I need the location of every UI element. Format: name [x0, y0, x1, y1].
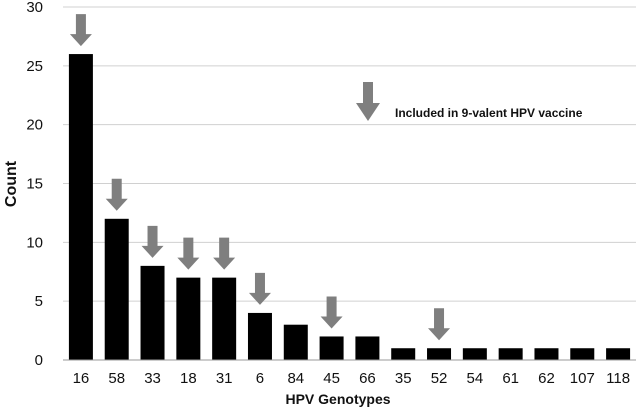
- vaccine-arrow-icon: [177, 237, 200, 270]
- bars: [68, 54, 631, 361]
- bar: [247, 312, 272, 360]
- y-tick-label: 20: [26, 117, 43, 134]
- x-tick-label: 61: [502, 370, 519, 387]
- x-tick-label: 62: [538, 370, 555, 387]
- vaccine-arrow-icon: [213, 237, 236, 270]
- x-tick-label: 33: [144, 370, 161, 387]
- x-tick-label: 35: [395, 370, 412, 387]
- y-tick-label: 25: [26, 58, 43, 75]
- bar: [68, 54, 93, 361]
- bar: [570, 348, 595, 360]
- vaccine-arrows: [69, 14, 451, 341]
- x-tick-label: 52: [431, 370, 448, 387]
- bar: [498, 348, 523, 360]
- x-tick-label: 16: [73, 370, 90, 387]
- x-tick-label: 45: [323, 370, 340, 387]
- bar: [606, 348, 631, 360]
- legend-label: Included in 9-valent HPV vaccine: [395, 106, 583, 120]
- vaccine-arrow-icon: [428, 308, 451, 341]
- y-tick-labels: 0 5 10 15 20 25 30: [26, 0, 43, 369]
- bar: [176, 277, 201, 360]
- legend: Included in 9-valent HPV vaccine: [356, 82, 583, 121]
- x-tick-label: 66: [359, 370, 376, 387]
- y-tick-label: 0: [35, 352, 43, 369]
- bar: [462, 348, 487, 360]
- y-tick-label: 10: [26, 234, 43, 251]
- bar: [319, 336, 344, 360]
- vaccine-arrow-icon: [105, 178, 128, 211]
- bar: [283, 324, 308, 360]
- y-tick-label: 5: [35, 293, 43, 310]
- vaccine-arrow-icon: [320, 296, 343, 329]
- x-tick-label: 58: [108, 370, 125, 387]
- vaccine-arrow-icon: [69, 14, 92, 47]
- bar: [104, 218, 129, 360]
- x-tick-label: 31: [216, 370, 233, 387]
- x-tick-label: 107: [570, 370, 595, 387]
- y-tick-label: 15: [26, 176, 43, 193]
- bar: [534, 348, 559, 360]
- x-tick-label: 6: [256, 370, 264, 387]
- gridlines: [63, 6, 636, 302]
- x-tick-label: 84: [287, 370, 304, 387]
- x-tick-label: 54: [467, 370, 484, 387]
- bar: [355, 336, 380, 360]
- vaccine-arrow-icon: [248, 272, 271, 305]
- vaccine-arrow-icon: [141, 225, 164, 258]
- y-axis-title: Count: [3, 160, 20, 207]
- legend-arrow-icon: [356, 82, 380, 121]
- bar: [391, 348, 416, 360]
- bar: [427, 348, 452, 360]
- x-tick-labels: 16 58 33 18 31 6 84 45 66 35 52 54 61 62 107 118: [73, 370, 630, 387]
- y-tick-label: 30: [26, 0, 43, 16]
- bar: [212, 277, 237, 360]
- x-tick-label: 18: [180, 370, 197, 387]
- x-tick-label: 118: [606, 370, 630, 387]
- x-axis-title: HPV Genotypes: [285, 391, 390, 407]
- bar: [140, 265, 165, 360]
